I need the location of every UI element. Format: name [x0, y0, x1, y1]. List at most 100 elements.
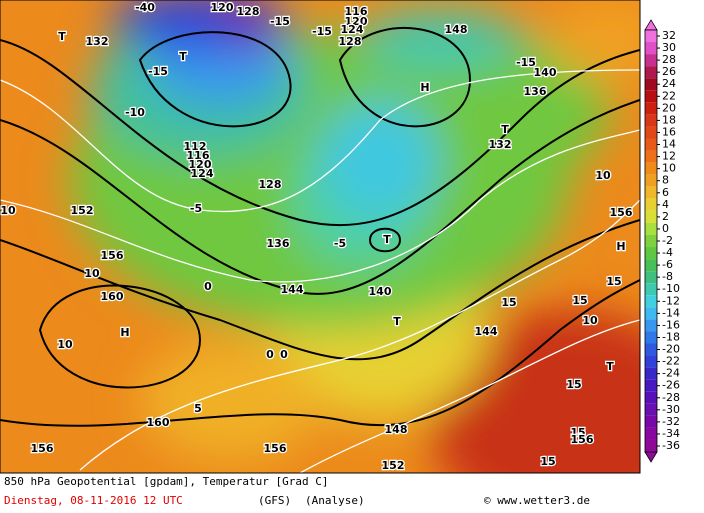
colorbar-band	[645, 439, 657, 453]
colorbar-label: 22	[662, 89, 676, 102]
map-label: 10	[582, 314, 598, 327]
colorbar-band	[645, 150, 657, 163]
map-label: 120	[345, 15, 368, 28]
colorbar-band	[645, 42, 657, 55]
caption-kind: (Analyse)	[305, 494, 365, 507]
colorbar-label: -6	[662, 258, 673, 271]
colorbar-band	[645, 379, 657, 392]
colorbar-label: -22	[662, 355, 680, 368]
map-label: 15	[501, 296, 516, 309]
colorbar-band	[645, 295, 657, 308]
map-label: -5	[334, 237, 346, 250]
colorbar-label: -4	[662, 246, 673, 259]
colorbar-band	[645, 283, 657, 296]
colorbar-band	[645, 234, 657, 248]
map-label: 128	[237, 5, 260, 18]
colorbar-label: 14	[662, 138, 676, 151]
map-label: 156	[264, 442, 287, 455]
map-label: 15	[540, 455, 555, 468]
map-label: 112	[184, 140, 207, 153]
map-label: 0	[266, 348, 274, 361]
map-label: 116	[345, 5, 368, 18]
map-label: 156	[101, 249, 124, 262]
map-label: 15	[572, 294, 587, 307]
colorbar-band	[645, 307, 657, 320]
isohypses	[0, 27, 640, 427]
map-label: H	[120, 326, 129, 339]
colorbar-band	[645, 210, 657, 223]
caption-credit: © www.wetter3.de	[484, 494, 590, 507]
map-label: -15	[516, 56, 536, 69]
colorbar-band	[645, 271, 657, 284]
colorbar-band	[645, 391, 657, 404]
colorbar-label: -2	[662, 234, 673, 247]
map-label: T	[606, 360, 614, 373]
colorbar-band	[645, 138, 657, 151]
map-label: 148	[445, 23, 468, 36]
map-label: 0	[204, 280, 212, 293]
caption-title: 850 hPa Geopotential [gpdam], Temperatur…	[4, 475, 329, 488]
map-label: 124	[191, 167, 214, 180]
map-label: 10	[595, 169, 611, 182]
colorbar-label: 18	[662, 113, 676, 126]
colorbar-label: 8	[662, 174, 669, 187]
map-label: 15	[570, 426, 585, 439]
colorbar-band	[645, 331, 657, 344]
map-label: 120	[189, 158, 212, 171]
map-label: 120	[211, 1, 234, 14]
colorbar-label: -32	[662, 415, 680, 428]
map-label: 124	[341, 23, 364, 36]
colorbar-label: 10	[662, 162, 676, 175]
map-label: 15	[606, 275, 621, 288]
colorbar-label: -36	[662, 439, 680, 452]
colorbar-label: 2	[662, 210, 669, 223]
colorbar-label: -28	[662, 391, 680, 404]
caption-model: (GFS)	[258, 494, 291, 507]
colorbar-band	[645, 198, 657, 211]
map-label: 10	[0, 204, 16, 217]
colorbar-band	[645, 186, 657, 199]
map-label: T	[383, 233, 391, 246]
map-label: 0	[280, 348, 288, 361]
colorbar-label: 30	[662, 41, 676, 54]
colorbar-label: -20	[662, 343, 680, 356]
colorbar-label: 12	[662, 150, 676, 163]
colorbar-band	[645, 319, 657, 332]
colorbar-label: 28	[662, 53, 676, 66]
colorbar-label: 16	[662, 125, 676, 138]
map-label: 136	[524, 85, 547, 98]
map-label: 140	[369, 285, 392, 298]
map-label: 160	[147, 416, 170, 429]
map-label: 144	[281, 283, 304, 296]
colorbar-label: -8	[662, 270, 673, 283]
colorbar-arrow-top	[644, 19, 658, 31]
colorbar-band	[645, 54, 657, 67]
map-label: 160	[101, 290, 124, 303]
colorbar-band	[645, 174, 657, 187]
colorbar-band	[645, 415, 657, 428]
colorbar-label: -10	[662, 282, 680, 295]
colorbar-label: 4	[662, 198, 669, 211]
colorbar-label: 6	[662, 186, 669, 199]
map-label: 128	[259, 178, 282, 191]
colorbar-label: 26	[662, 65, 676, 78]
map-label: 144	[475, 325, 498, 338]
colorbar-label: 32	[662, 29, 676, 42]
map-label: 5	[194, 402, 202, 415]
map-label: 136	[267, 237, 290, 250]
map-label: 132	[489, 138, 512, 151]
colorbar-band	[645, 102, 657, 115]
map-label: 156	[571, 433, 594, 446]
colorbar-band	[645, 355, 657, 368]
map-label: -15	[312, 25, 332, 38]
colorbar-band	[645, 162, 657, 175]
colorbar-label: 20	[662, 101, 676, 114]
colorbar-frame	[644, 29, 658, 453]
colorbar-band	[645, 367, 657, 380]
colorbar-label: -34	[662, 427, 680, 440]
map-label: -5	[190, 202, 202, 215]
colorbar-label: -18	[662, 330, 680, 343]
isotherms	[0, 69, 640, 473]
colorbar-band	[645, 403, 657, 416]
colorbar-band	[645, 427, 657, 440]
